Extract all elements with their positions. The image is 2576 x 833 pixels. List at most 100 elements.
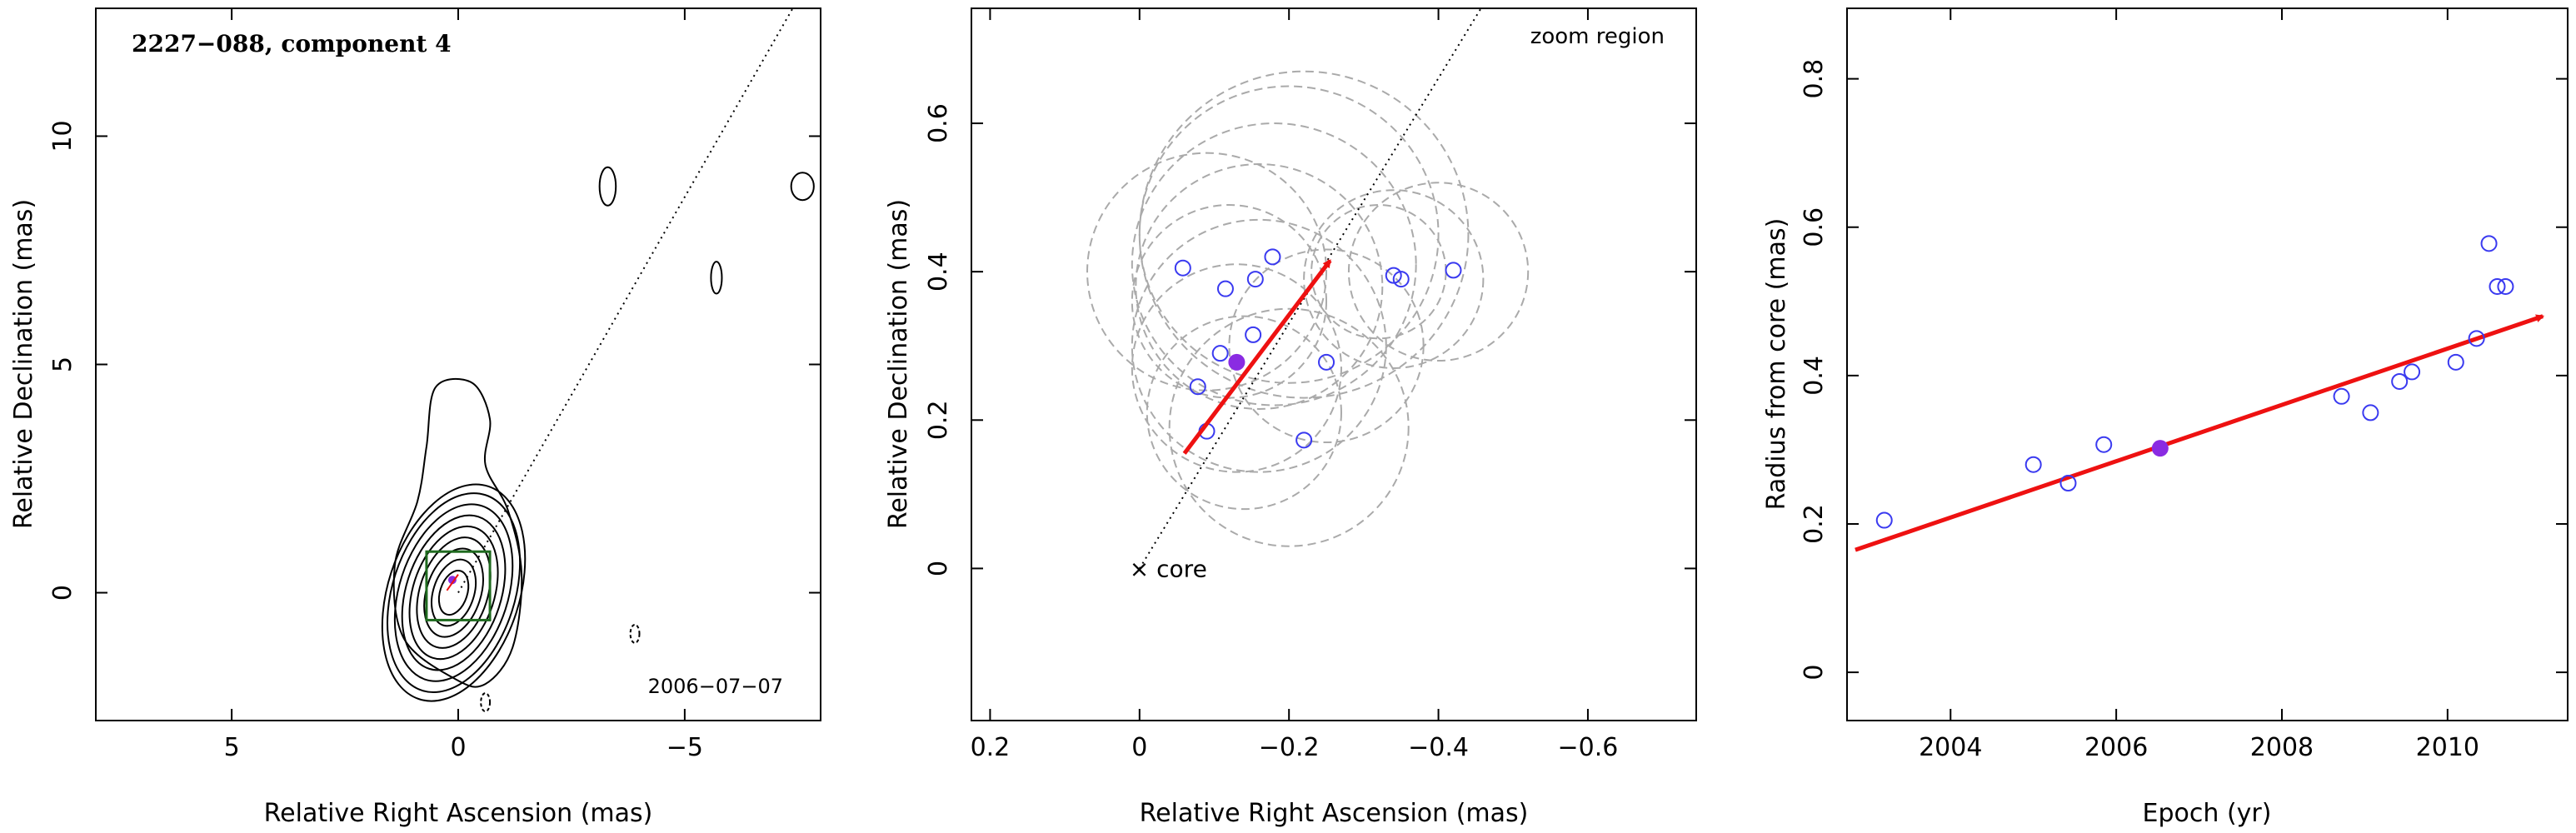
radius-point xyxy=(2497,277,2514,295)
highlight-point xyxy=(1228,353,1246,371)
isolated-contour xyxy=(790,172,815,202)
p3-ytick-label: 0.8 xyxy=(1800,59,1829,99)
p3-ylabel: Radius from core (mas) xyxy=(1762,218,1791,511)
contour-level xyxy=(416,536,492,649)
p1-ytick-label: 0 xyxy=(48,585,77,601)
p2-xtick-label: 0.2 xyxy=(971,733,1011,762)
contour-level xyxy=(387,492,522,693)
p3-ticks: 2004 2006 2008 2010 0 0.2 0.4 0.6 0.8 xyxy=(1800,8,2568,762)
radius-point xyxy=(2447,353,2464,371)
panel-contour-map: 5 0 −5 0 5 10 2227−088, component 4 2006−07−0… xyxy=(9,7,821,828)
fit-arrow xyxy=(1855,314,2545,552)
jet-axis-line xyxy=(457,8,794,594)
p1-xtick-label: −5 xyxy=(666,733,703,762)
negative-contour xyxy=(480,692,492,713)
p1-epoch-label: 2006−07−07 xyxy=(648,675,783,698)
radius-point xyxy=(2404,363,2421,381)
p1-xtick-label: 0 xyxy=(450,733,466,762)
position-point xyxy=(1216,280,1234,297)
panel-radius-vs-epoch: 2004 2006 2008 2010 0 0.2 0.4 0.6 0.8 Epoch (yr)… xyxy=(1762,7,2569,828)
p3-ytick-label: 0.6 xyxy=(1800,207,1829,247)
position-point xyxy=(1445,262,1462,279)
highlight-point xyxy=(2151,440,2169,457)
p3-xtick-label: 2010 xyxy=(2416,733,2479,762)
position-point xyxy=(1295,431,1313,449)
error-circle xyxy=(1131,122,1417,407)
p2-frame xyxy=(971,7,1697,721)
p2-ytick-label: 0 xyxy=(924,561,953,576)
position-point xyxy=(1385,267,1402,284)
p3-frame xyxy=(1846,7,2569,721)
p1-contours xyxy=(381,166,815,713)
error-circle xyxy=(1168,307,1410,547)
contour-level xyxy=(431,558,477,627)
p2-marks xyxy=(1138,8,1482,569)
radius-point xyxy=(2095,436,2113,453)
p2-xtick-label: −0.4 xyxy=(1408,733,1469,762)
contour-level xyxy=(408,525,499,661)
error-circle xyxy=(1138,70,1470,399)
p3-marks xyxy=(1855,235,2545,552)
error-circle xyxy=(1228,248,1425,444)
radius-point xyxy=(2480,235,2498,252)
p2-zoom-annotation: zoom region xyxy=(1530,24,1665,49)
radius-point xyxy=(2391,372,2409,390)
isolated-contour xyxy=(598,166,617,207)
error-circle xyxy=(1131,218,1387,473)
error-circle xyxy=(1131,204,1328,399)
error-circle xyxy=(1303,189,1485,369)
position-point xyxy=(1211,345,1229,362)
zoom-region-box xyxy=(425,550,492,621)
p2-ylabel: Relative Declination (mas) xyxy=(884,199,913,529)
p1-frame xyxy=(95,7,821,721)
error-circle xyxy=(1138,85,1440,384)
p2-core-annotation: × core xyxy=(1130,555,1207,582)
contour-outer xyxy=(392,377,523,688)
radius-point xyxy=(2333,387,2350,405)
p2-ytick-label: 0.2 xyxy=(924,400,953,440)
contour-level xyxy=(423,547,484,638)
contour-level xyxy=(393,503,514,682)
p3-ytick-label: 0 xyxy=(1800,665,1829,681)
p2-xtick-label: −0.6 xyxy=(1558,733,1619,762)
p1-ytick-label: 10 xyxy=(48,120,77,152)
position-point xyxy=(1245,326,1262,343)
p2-circles xyxy=(1086,70,1530,547)
p1-ytick-label: 5 xyxy=(48,357,77,372)
p3-xtick-label: 2006 xyxy=(2084,733,2148,762)
position-point xyxy=(1189,378,1206,396)
position-point xyxy=(1318,353,1335,371)
velocity-arrow xyxy=(1182,259,1332,455)
radius-point xyxy=(2024,456,2042,473)
position-point xyxy=(1174,259,1191,277)
radius-point xyxy=(2362,404,2379,421)
position-point xyxy=(1264,248,1281,266)
p2-xtick-label: −0.2 xyxy=(1259,733,1320,762)
error-circle xyxy=(1131,263,1342,473)
panel-zoom-region: 0.2 0 −0.2 −0.4 −0.6 0 0.2 0.4 0.6 zoom region ×… xyxy=(884,7,1697,828)
p2-ticks: 0.2 0 −0.2 −0.4 −0.6 0 0.2 0.4 0.6 xyxy=(924,8,1696,762)
component-marker xyxy=(447,576,457,585)
contour-level xyxy=(437,569,470,616)
p2-ytick-label: 0.4 xyxy=(924,252,953,292)
radius-point xyxy=(2059,475,2077,491)
p2-ytick-label: 0.6 xyxy=(924,103,953,143)
negative-contour xyxy=(629,623,641,644)
p1-marks xyxy=(425,8,794,621)
position-point xyxy=(1392,271,1410,288)
component-velocity-arrow xyxy=(446,574,459,591)
p2-xlabel: Relative Right Ascension (mas) xyxy=(1140,799,1529,828)
p3-xtick-label: 2008 xyxy=(2250,733,2314,762)
p1-title: 2227−088, component 4 xyxy=(132,30,452,57)
p3-xtick-label: 2004 xyxy=(1919,733,1982,762)
radius-point xyxy=(1875,511,1893,529)
p3-ytick-label: 0.4 xyxy=(1800,356,1829,396)
p3-ytick-label: 0.2 xyxy=(1800,504,1829,544)
isolated-contour xyxy=(710,261,723,295)
error-circle xyxy=(1146,315,1342,511)
p1-xtick-label: 5 xyxy=(224,733,240,762)
radius-point xyxy=(2489,277,2506,295)
p1-ticks: 5 0 −5 0 5 10 xyxy=(48,8,821,762)
p3-xlabel: Epoch (yr) xyxy=(2143,799,2272,828)
